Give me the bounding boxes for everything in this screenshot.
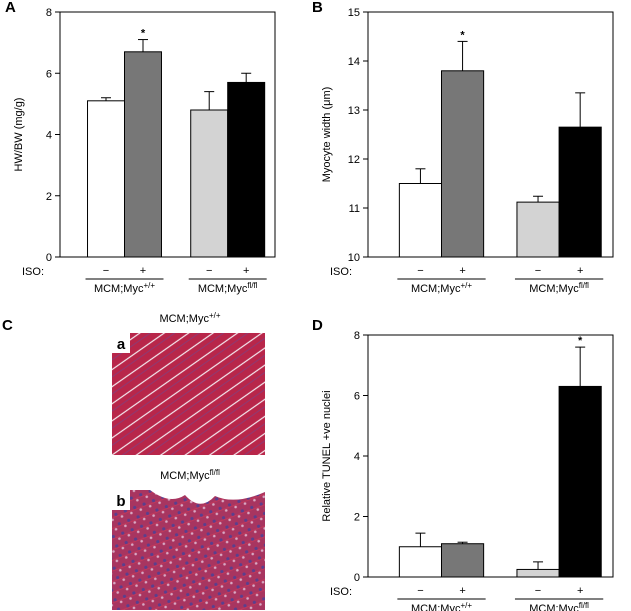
bar — [516, 201, 560, 258]
x-tick-label: − — [206, 265, 212, 277]
x-tick-label: − — [103, 265, 109, 277]
bar — [124, 51, 162, 258]
y-tick-label: 2 — [46, 191, 52, 203]
plot-frame — [367, 11, 614, 258]
group-label-text: MCM;Myc — [529, 603, 579, 611]
group-label: MCM;Mycfl/fl — [529, 281, 589, 295]
x-axis-label: ISO: — [330, 586, 352, 598]
group-label-sup: +/+ — [460, 601, 472, 610]
y-tick-label: 14 — [348, 56, 360, 68]
image-label-box — [112, 333, 130, 353]
group-label-text: MCM;Myc — [198, 283, 248, 295]
group-label-text: MCM;Myc — [529, 283, 579, 295]
y-tick-label: 6 — [46, 68, 52, 80]
panel-letter: C — [2, 317, 13, 334]
x-tick-label: + — [140, 265, 146, 277]
y-tick-label: 0 — [354, 572, 360, 584]
group-label-sup: +/+ — [143, 281, 155, 290]
group-label-text: MCM;Myc — [411, 603, 461, 611]
panel: B 10 11 12 13 14 15 Myocyte width (μm) ISO: MCM;M… — [312, 0, 614, 295]
image-title-text: MCM;Myc — [160, 470, 210, 482]
bar — [441, 543, 485, 578]
y-tick-label: 2 — [354, 512, 360, 524]
image-title: MCM;Myc+/+ — [159, 311, 220, 325]
group-label-sup: fl/fl — [579, 281, 589, 290]
y-axis-label: Relative TUNEL +ve nuclei — [321, 390, 333, 521]
group-label-sup: +/+ — [460, 281, 472, 290]
y-tick-label: 8 — [354, 330, 360, 342]
group-label-sup: fl/fl — [579, 601, 589, 610]
image-title-text: MCM;Myc — [159, 313, 209, 325]
image-title-sup: +/+ — [209, 311, 221, 320]
significance-mark: * — [141, 28, 146, 40]
x-tick-label: − — [535, 585, 541, 597]
significance-mark: * — [460, 29, 465, 41]
bar — [87, 100, 125, 258]
x-tick-label: + — [577, 585, 583, 597]
bar — [441, 70, 485, 258]
panel: D 0 2 4 6 8 Relative TUNEL +ve nuclei ISO: MCM;M… — [312, 317, 614, 611]
panel-letter: B — [312, 0, 323, 16]
significance-mark: * — [578, 335, 583, 347]
x-tick-label: − — [535, 265, 541, 277]
group-label: MCM;Myc+/+ — [411, 281, 472, 295]
bar — [558, 126, 602, 258]
bar — [398, 183, 442, 258]
x-tick-label: − — [417, 585, 423, 597]
y-tick-label: 10 — [348, 252, 360, 264]
bar — [516, 568, 560, 578]
tissue-gap — [150, 490, 265, 504]
bar — [558, 385, 602, 578]
x-axis-label: ISO: — [22, 266, 44, 278]
group-label: MCM;Myc+/+ — [94, 281, 155, 295]
bar — [227, 81, 266, 258]
bar — [398, 546, 442, 578]
panel-letter: A — [5, 0, 16, 16]
y-tick-label: 4 — [46, 130, 52, 142]
x-tick-label: + — [243, 265, 249, 277]
y-tick-label: 6 — [354, 391, 360, 403]
y-tick-label: 0 — [46, 252, 52, 264]
group-label-text: MCM;Myc — [411, 283, 461, 295]
image-title: MCM;Mycfl/fl — [160, 468, 220, 482]
micrograph — [112, 333, 265, 455]
y-tick-label: 4 — [354, 451, 360, 463]
y-tick-label: 8 — [46, 7, 52, 19]
group-label: MCM;Myc+/+ — [411, 601, 472, 611]
y-tick-label: 13 — [348, 105, 360, 117]
micrograph — [112, 490, 265, 610]
panel-c: C MCM;Myc+/+ a MCM;Mycfl/fl b — [2, 311, 265, 610]
panel-letter: D — [312, 317, 323, 334]
bar — [190, 109, 229, 258]
group-label: MCM;Mycfl/fl — [198, 281, 258, 295]
image-title-sup: fl/fl — [210, 468, 220, 477]
y-axis-label: Myocyte width (μm) — [321, 87, 333, 183]
x-tick-label: + — [459, 585, 465, 597]
group-label-text: MCM;Myc — [94, 283, 144, 295]
x-tick-label: + — [577, 265, 583, 277]
group-label: MCM;Mycfl/fl — [529, 601, 589, 611]
image-label-box — [112, 490, 130, 510]
y-axis-label: HW/BW (mg/g) — [13, 98, 25, 172]
y-tick-label: 11 — [349, 203, 360, 215]
y-tick-label: 15 — [348, 7, 360, 19]
x-tick-label: + — [459, 265, 465, 277]
image-label: b — [116, 493, 125, 510]
x-axis-label: ISO: — [330, 266, 352, 278]
group-label-sup: fl/fl — [247, 281, 257, 290]
x-tick-label: − — [417, 265, 423, 277]
y-tick-label: 12 — [348, 154, 360, 166]
image-label: a — [117, 336, 126, 353]
